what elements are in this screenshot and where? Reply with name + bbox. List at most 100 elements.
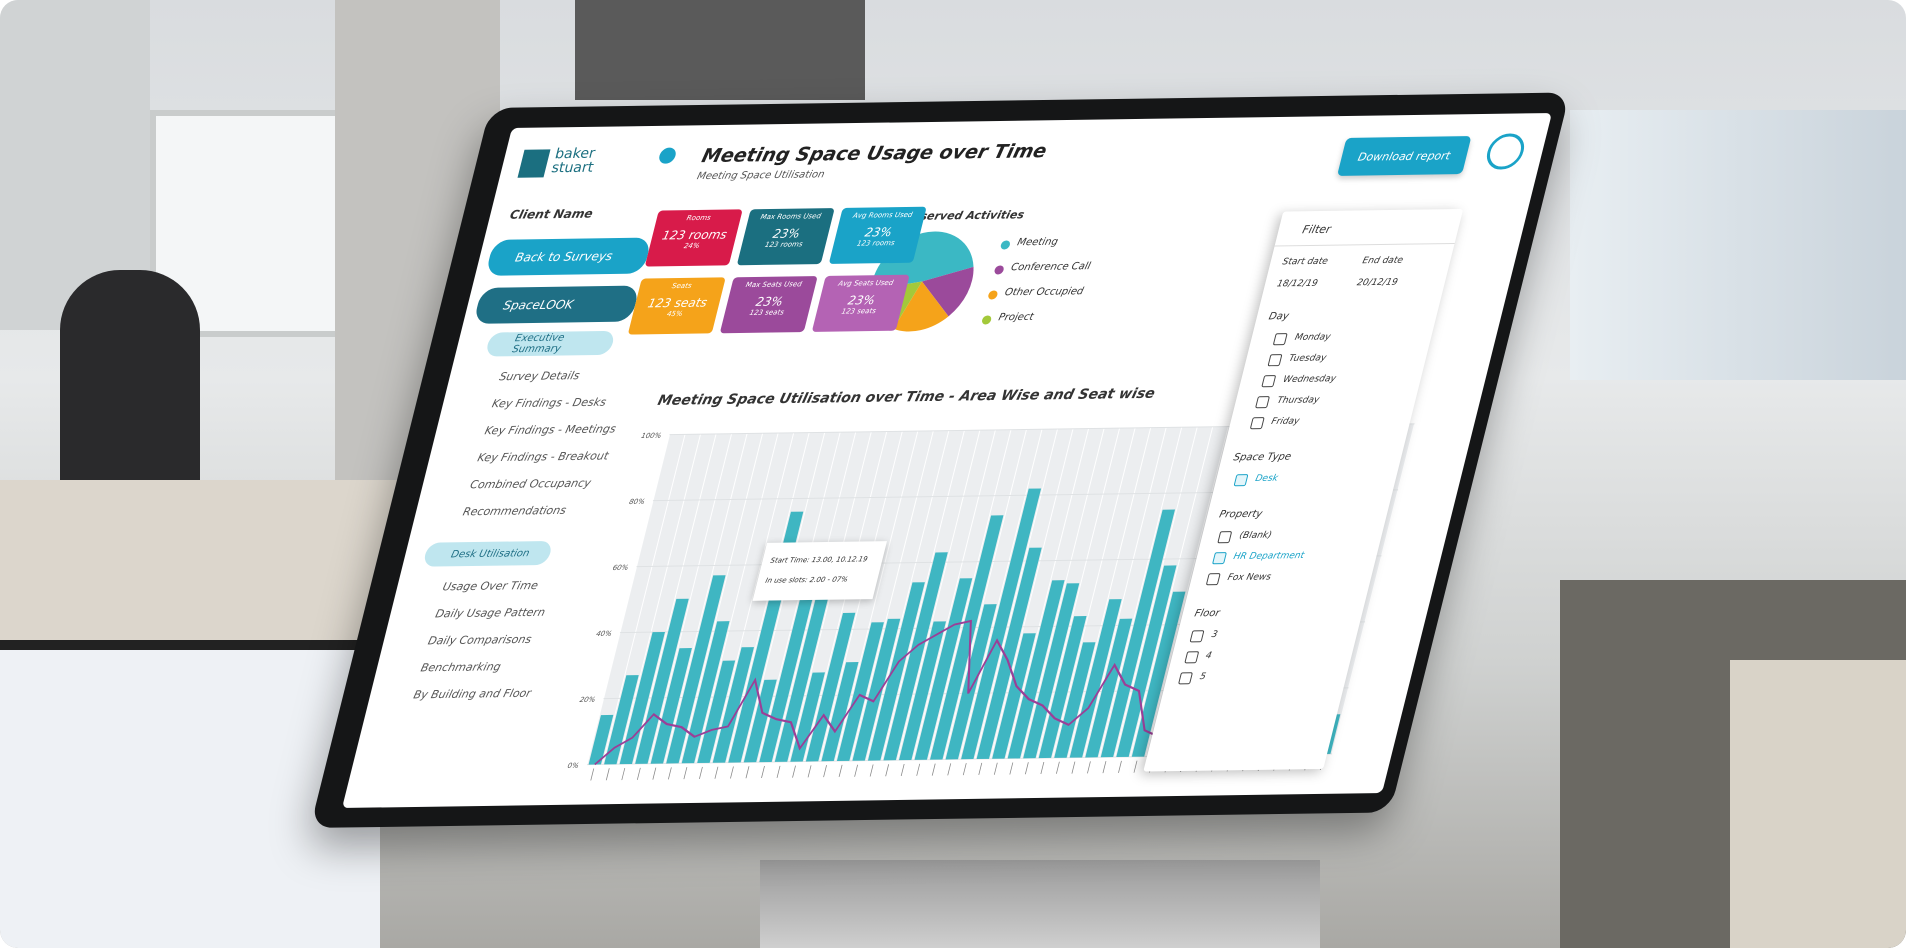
x-tick [714, 766, 719, 779]
x-tick [1009, 762, 1014, 775]
kpi-value: 23% [754, 294, 785, 309]
side-monitor [0, 640, 380, 948]
back-button[interactable]: Back to Surveys [485, 237, 652, 276]
info-icon[interactable] [657, 147, 678, 164]
checkbox-label[interactable]: 3 [1210, 629, 1219, 641]
checkbox-label[interactable]: (Blank) [1238, 530, 1273, 542]
menu-item[interactable]: Recommendations [461, 503, 568, 519]
menu-item[interactable]: Benchmarking [419, 660, 503, 675]
x-tick [683, 767, 688, 780]
checkbox[interactable] [1255, 396, 1271, 409]
drawers [1730, 660, 1906, 948]
bar [836, 622, 884, 762]
menu-item[interactable]: Usage Over Time [441, 578, 540, 594]
page-title: Meeting Space Usage over Time [699, 140, 1050, 168]
dashboard: baker stuart Meeting Space Usage over Ti… [342, 113, 1552, 809]
menu-item[interactable]: Key Findings - Desks [490, 395, 608, 411]
bar [961, 488, 1042, 760]
menu-item[interactable]: By Building and Floor [412, 686, 533, 702]
checkbox[interactable] [1211, 552, 1227, 565]
x-tick [1102, 761, 1107, 774]
bar [712, 647, 755, 763]
checkbox-label[interactable]: Fox News [1226, 572, 1273, 584]
kpi-value: 23% [846, 293, 877, 308]
checkbox[interactable] [1178, 672, 1194, 685]
menu-item[interactable]: Daily Usage Pattern [433, 605, 547, 621]
checkbox[interactable] [1249, 417, 1265, 430]
bar [774, 557, 839, 762]
checkbox-label[interactable]: Thursday [1275, 395, 1321, 406]
end-label: End date [1361, 255, 1405, 267]
checkbox[interactable] [1233, 474, 1249, 487]
pie-slice [922, 266, 974, 317]
checkbox-label[interactable]: Desk [1254, 473, 1279, 484]
checkbox[interactable] [1217, 531, 1233, 544]
checkbox-label[interactable]: Friday [1270, 416, 1301, 427]
checkbox[interactable] [1273, 333, 1289, 346]
plot-stripe [865, 430, 950, 761]
plot-stripe [1067, 427, 1152, 758]
x-tick [1133, 760, 1138, 773]
checkbox[interactable] [1205, 573, 1221, 586]
checkbox-label[interactable]: 4 [1204, 650, 1213, 662]
legend-swatch [993, 265, 1005, 275]
plot-stripe [990, 428, 1074, 759]
kpi-label: Avg Rooms Used [852, 210, 914, 220]
menu-item[interactable]: Survey Details [497, 369, 582, 384]
x-tick [993, 762, 998, 775]
plot-stripe [648, 433, 733, 764]
menu-item[interactable]: Key Findings - Meetings [483, 422, 618, 438]
plot-stripe [633, 433, 717, 764]
checkbox-label[interactable]: Wednesday [1281, 374, 1337, 385]
plot-stripe [1083, 427, 1167, 758]
checkbox-label[interactable]: 5 [1198, 671, 1207, 683]
plot-stripe [1129, 426, 1214, 757]
start-date[interactable]: 18/12/19 [1275, 278, 1319, 290]
bar [1085, 618, 1133, 758]
bar [930, 515, 1004, 760]
bar [992, 633, 1036, 759]
bar [681, 621, 730, 764]
x-tick [590, 768, 595, 781]
filter-button[interactable] [1483, 133, 1528, 170]
section-header[interactable]: Executive Summary [484, 330, 616, 357]
plot-stripe [1114, 427, 1198, 758]
checkbox[interactable] [1189, 630, 1205, 643]
kpi-card: Max Rooms Used 23% 123 rooms [736, 208, 835, 266]
legend-label: Conference Call [1009, 261, 1092, 274]
checkbox-label[interactable]: Tuesday [1287, 353, 1328, 364]
x-tick [978, 762, 983, 775]
bar [852, 618, 901, 761]
plot-stripe [834, 431, 919, 762]
menu-item[interactable]: Combined Occupancy [468, 476, 593, 492]
end-date[interactable]: 20/12/19 [1355, 277, 1399, 289]
product-button[interactable]: SpaceLOOK [473, 285, 640, 324]
checkbox-label[interactable]: Monday [1293, 332, 1332, 343]
bar [666, 575, 726, 764]
plot-stripe [1036, 428, 1121, 759]
x-tick [605, 768, 610, 781]
plot-stripe [850, 430, 934, 761]
plot-stripe [1098, 427, 1183, 758]
bar [1069, 599, 1122, 758]
menu-item[interactable]: Daily Comparisons [426, 632, 533, 648]
plot-stripe [617, 434, 702, 765]
plot-stripe [695, 433, 779, 764]
x-tick [667, 767, 672, 780]
checkbox[interactable] [1267, 354, 1283, 367]
legend-swatch [999, 240, 1011, 250]
download-button[interactable]: Download report [1337, 136, 1472, 176]
x-tick [1040, 762, 1045, 775]
x-tick [1071, 761, 1076, 774]
plot-stripe [912, 429, 996, 760]
x-tick [1055, 761, 1060, 774]
x-tick [699, 766, 703, 779]
checkbox[interactable] [1261, 375, 1277, 388]
x-tick [776, 765, 781, 778]
menu-item[interactable]: Key Findings - Breakout [476, 449, 610, 465]
section-header[interactable]: Desk Utilisation [422, 540, 554, 567]
checkbox-label[interactable]: HR Department [1232, 551, 1306, 563]
x-tick [916, 763, 921, 776]
filter-group-title: Day [1267, 311, 1291, 323]
checkbox[interactable] [1184, 651, 1200, 664]
